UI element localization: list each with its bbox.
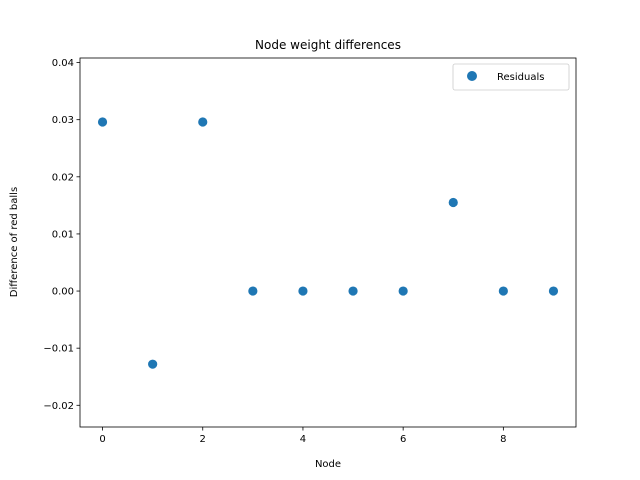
y-tick-label: 0.02 (52, 172, 74, 183)
y-axis-label: Difference of red balls (9, 187, 20, 297)
y-axis-ticks: −0.02 −0.01 0.00 0.01 0.02 0.03 0.04 (43, 58, 80, 412)
x-tick-label: 2 (200, 434, 206, 445)
y-tick-label: −0.02 (43, 401, 74, 412)
y-tick-label: 0.03 (52, 115, 74, 126)
x-axis-ticks: 0 2 4 6 8 (99, 427, 507, 445)
plot-frame (79, 57, 577, 428)
data-point (248, 286, 258, 296)
x-tick-label: 6 (400, 434, 406, 445)
x-tick-label: 8 (500, 434, 506, 445)
data-point (548, 286, 559, 296)
y-tick-label: 0.04 (52, 58, 74, 69)
data-point (348, 286, 358, 296)
x-tick-label: 0 (99, 434, 105, 445)
data-point (498, 286, 508, 296)
data-point (198, 117, 208, 127)
legend-label: Residuals (497, 72, 544, 83)
data-points (97, 117, 559, 369)
y-tick-label: 0.01 (52, 229, 74, 240)
chart-title: Node weight differences (255, 38, 401, 52)
x-axis-label: Node (315, 459, 341, 470)
data-point (148, 359, 158, 369)
data-point (97, 117, 108, 127)
data-point (448, 197, 458, 208)
data-point (298, 286, 308, 296)
legend-marker (467, 71, 477, 81)
legend-box (452, 63, 570, 91)
x-tick-label: 4 (300, 434, 306, 445)
data-point (398, 286, 408, 296)
y-tick-label: 0.00 (52, 287, 74, 298)
legend: Residuals (452, 63, 570, 91)
y-tick-label: −0.01 (43, 344, 74, 355)
